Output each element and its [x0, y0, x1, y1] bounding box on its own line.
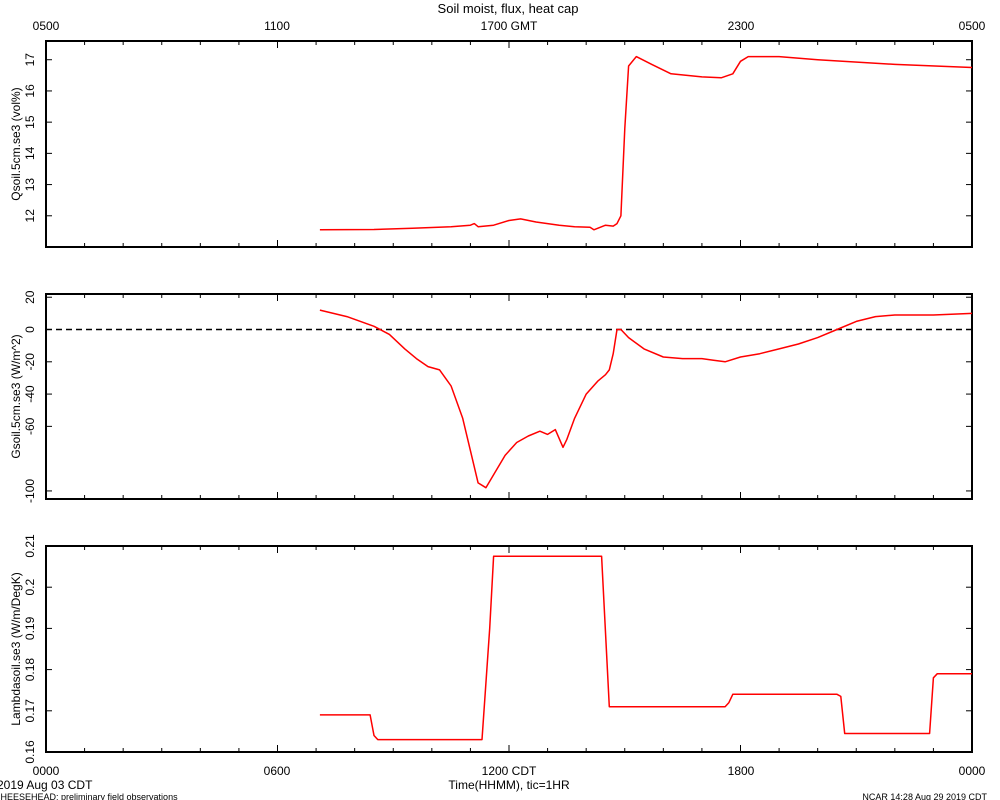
y-axis-title: Lambdasoil.se3 (W/m/DegK) [9, 572, 23, 725]
bottom-tick-label: 0000 [959, 764, 986, 778]
y-tick-label: 0 [23, 326, 37, 333]
y-tick-label: -100 [23, 479, 37, 503]
y-tick-label: 0.18 [23, 658, 37, 682]
y-tick-label: -60 [23, 417, 37, 435]
panel-2: 20 0 -20 -40 -60 -100 Gsoil.5cm.se3 (W/m^2) [9, 290, 973, 503]
y-tick-label: 17 [23, 53, 37, 67]
top-tick-label: 0500 [959, 19, 986, 33]
y-tick-label: 0.17 [23, 699, 37, 723]
bottom-axis-labels: 0000 0600 1200 CDT 1800 0000 [33, 764, 986, 778]
panels: 12 13 14 15 16 17 Qsoil.5cm.se3 (vol%) 20 0 -20 -4… [9, 40, 973, 764]
bottom-tick-label: 0600 [264, 764, 291, 778]
panel-frame [45, 293, 973, 500]
top-tick-label: 1100 [264, 19, 290, 33]
panel-1: 12 13 14 15 16 17 Qsoil.5cm.se3 (vol%) [9, 40, 973, 248]
y-tick-label: 15 [23, 115, 37, 129]
series-line [319, 555, 972, 741]
y-tick-label: 20 [23, 290, 37, 304]
date-label: 2019 Aug 03 CDT [0, 778, 93, 792]
y-tick-label: 14 [23, 146, 37, 160]
y-tick-label: 0.21 [23, 534, 37, 558]
y-tick-label: -40 [23, 385, 37, 403]
panel-frame [45, 545, 973, 753]
y-tick-label: -20 [23, 353, 37, 371]
chart-title: Soil moist, flux, heat cap [438, 1, 579, 16]
y-tick-label: 0.2 [23, 579, 37, 596]
top-tick-label: 2300 [728, 19, 755, 33]
series-line [319, 309, 973, 489]
panel-frame [45, 40, 973, 248]
bottom-tick-label: 0000 [33, 764, 60, 778]
y-tick-label: 0.16 [23, 740, 37, 764]
y-tick-label: 16 [23, 84, 37, 98]
series-line [319, 55, 973, 231]
bottom-tick-label: 1800 [728, 764, 755, 778]
y-tick-label: 12 [23, 209, 37, 223]
y-tick-label: 0.19 [23, 616, 37, 640]
top-tick-label: 1700 GMT [481, 19, 538, 33]
y-axis-title: Qsoil.5cm.se3 (vol%) [9, 87, 23, 200]
bottom-tick-label: 1200 CDT [482, 764, 537, 778]
y-tick-label: 13 [23, 178, 37, 192]
top-axis-labels: 0500 1100 1700 GMT 2300 0500 [33, 19, 986, 33]
top-tick-label: 0500 [33, 19, 60, 33]
footer-left: CHEESEHEAD: preliminary field observatio… [0, 792, 178, 800]
x-axis-title: Time(HHMM), tic=1HR [448, 778, 570, 792]
footer-right: NCAR 14:28 Aug 29 2019 CDT [862, 792, 987, 800]
y-axis-title: Gsoil.5cm.se3 (W/m^2) [9, 334, 23, 458]
